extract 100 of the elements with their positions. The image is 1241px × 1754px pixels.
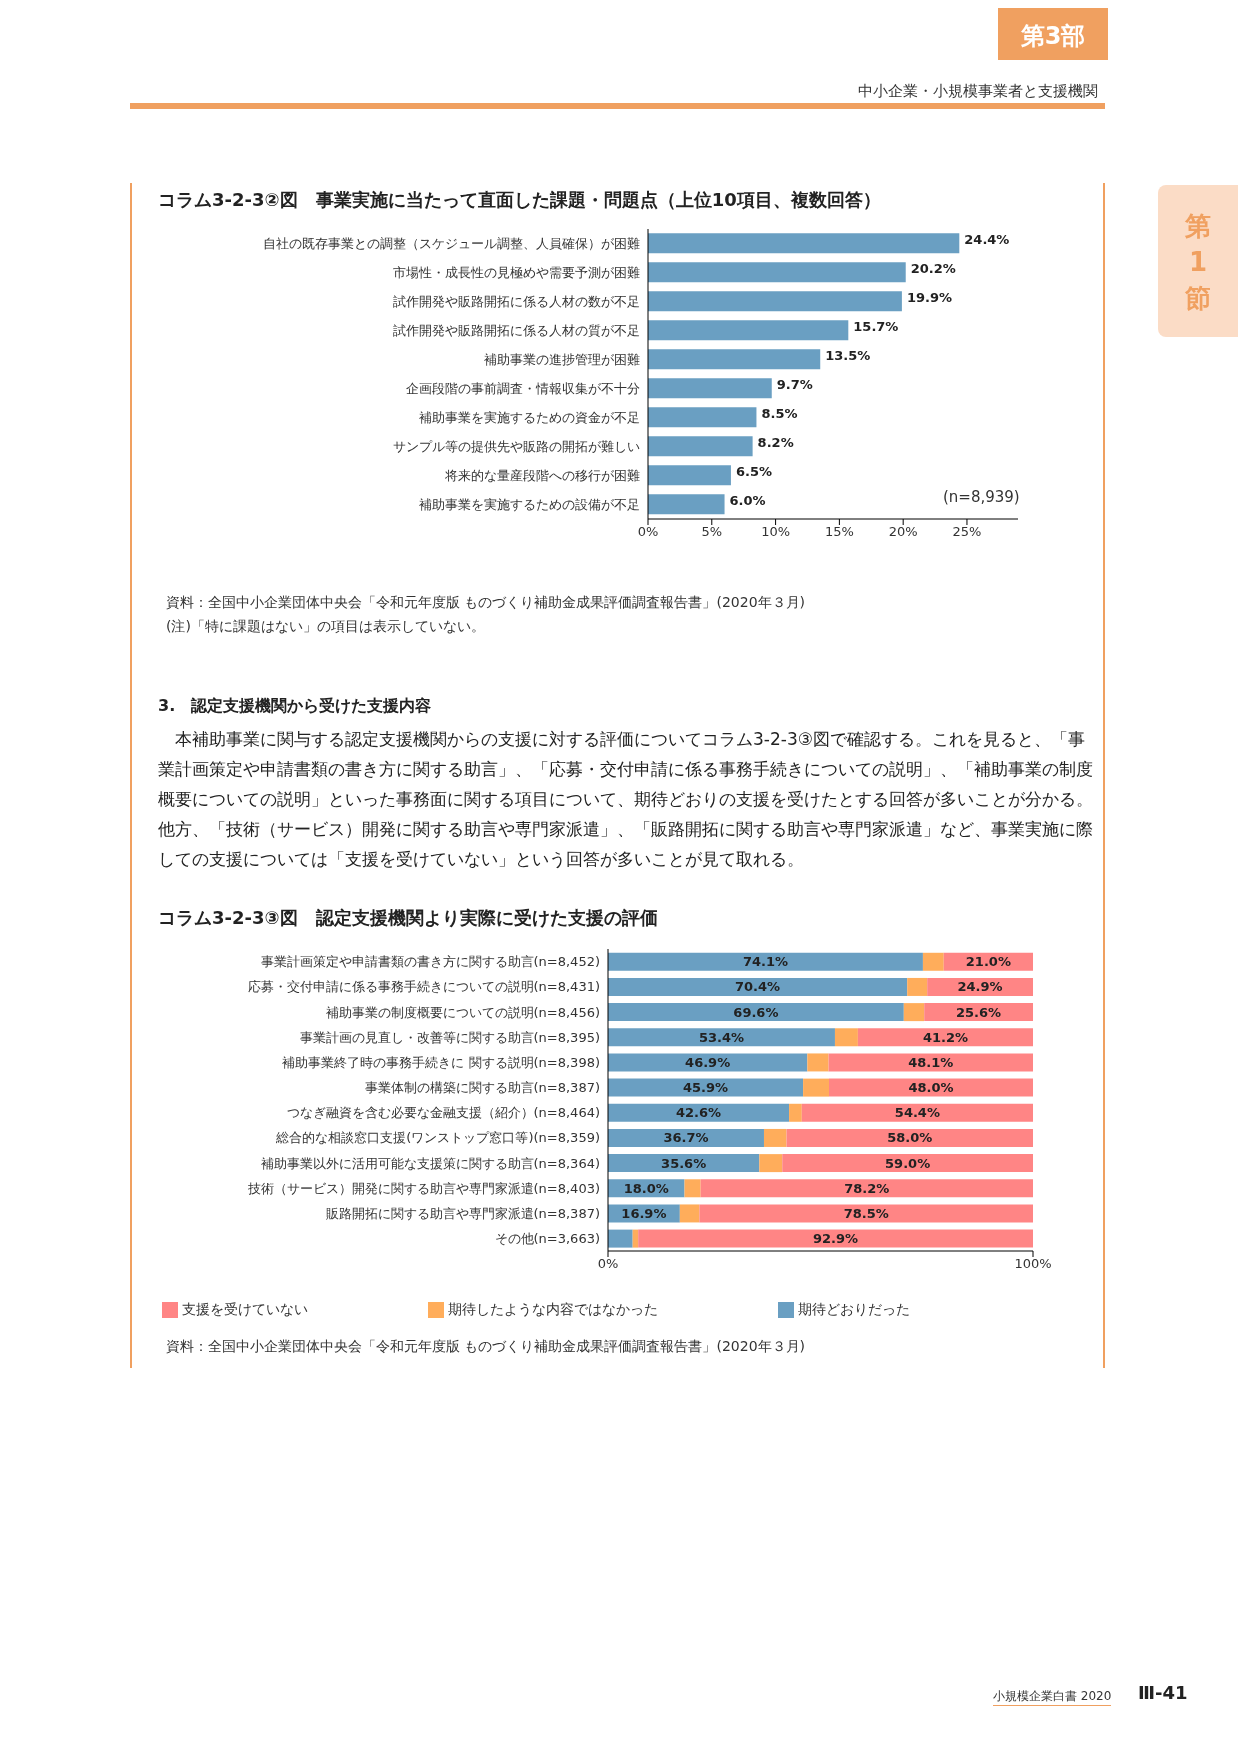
data-label: 41.2% (922, 1029, 968, 1045)
y-tick-label: 販路開拓に関する助言や専門家派遣(n=8,387) (325, 1205, 600, 1221)
y-tick-label: 補助事業を実施するための資金が不足 (419, 410, 640, 426)
bar (834, 1028, 858, 1047)
bar (648, 320, 849, 341)
bar (648, 262, 906, 283)
data-label: 42.6% (675, 1105, 722, 1121)
y-tick-label: 自社の既存事業との調整（スケジュール調整、人員確保）が困難 (263, 236, 640, 252)
data-label: 74.1% (742, 954, 789, 970)
data-label: 78.2% (844, 1180, 890, 1196)
text: 第1節 (1184, 210, 1212, 315)
data-label: 16.9% (621, 1205, 667, 1221)
bar (829, 1078, 1033, 1097)
y-tick-label: 企画段階の事前調査・情報収集が不十分 (406, 381, 640, 397)
y-tick-label: 補助事業の制度概要についての説明(n=8,456) (325, 1004, 600, 1020)
bar (608, 1053, 808, 1072)
y-tick-label: その他(n=3,663) (494, 1231, 600, 1247)
x-tick-label: 100% (1014, 1256, 1052, 1272)
bar (759, 1154, 783, 1173)
text: 資料：全国中小企業団体中央会「令和元年度版 ものづくり補助金成果評価調査報告書」(2020年３月) (166, 594, 806, 612)
bar (857, 1028, 1033, 1047)
data-label: 13.5% (825, 347, 871, 363)
bar (608, 1078, 804, 1097)
x-tick-label: 25% (952, 524, 982, 540)
bar (782, 1154, 1033, 1173)
x-tick-label: 20% (888, 524, 918, 540)
bar (608, 1128, 764, 1147)
bar (699, 1204, 1033, 1223)
y-tick-label: 補助事業以外に活用可能な支援策に関する助言(n=8,364) (260, 1155, 600, 1171)
bar (828, 1053, 1033, 1072)
data-label: 69.6% (733, 1004, 779, 1020)
x-tick-label: 10% (761, 524, 791, 540)
data-label: 8.5% (761, 405, 798, 421)
text: (注)「特に課題はない」の項目は表示していない。 (166, 618, 486, 636)
text: 3. 認定支援機関から受けた支援内容 (158, 696, 432, 717)
text: 中小企業・小規模事業者と支援機関 (858, 82, 1098, 101)
data-label: 15.7% (853, 318, 899, 334)
data-label: 58.0% (887, 1130, 933, 1146)
data-label: 53.4% (698, 1029, 745, 1045)
y-tick-label: 試作開発や販路開拓に係る人材の質が不足 (393, 323, 640, 339)
x-tick-label: 0% (637, 524, 659, 540)
text: 第3部 (1019, 21, 1087, 52)
data-label: 48.1% (908, 1054, 954, 1070)
bar (648, 494, 725, 515)
bar (922, 952, 944, 971)
annotation: (n=8,939) (943, 488, 1020, 506)
y-tick-label: つなぎ融資を含む必要な金融支援（紹介）(n=8,464) (286, 1105, 600, 1121)
data-label: 6.5% (735, 463, 772, 479)
bar (786, 1128, 1033, 1147)
y-tick-label: 技術（サービス）開発に関する助言や専門家派遣(n=8,403) (246, 1180, 600, 1196)
bar (608, 1154, 760, 1173)
y-tick-label: 事業体制の構築に関する助言(n=8,387) (364, 1080, 600, 1096)
data-label: 92.9% (813, 1231, 859, 1247)
data-label: 20.2% (910, 260, 956, 276)
bar (632, 1229, 639, 1248)
bar (648, 349, 821, 370)
data-label: 8.2% (757, 434, 794, 450)
bar (801, 1103, 1033, 1122)
bar (608, 1103, 790, 1122)
bar (608, 1003, 904, 1022)
data-label: 35.6% (661, 1155, 707, 1171)
bar (907, 977, 928, 996)
bar (608, 952, 923, 971)
data-label: 36.7% (663, 1130, 709, 1146)
y-tick-label: サンプル等の提供先や販路の開拓が難しい (393, 439, 640, 455)
x-tick-label: 0% (597, 1256, 619, 1272)
bar (803, 1078, 829, 1097)
text: コラム3-2-3③図 認定支援機関より実際に受けた支援の評価 (158, 906, 659, 930)
bar (679, 1204, 700, 1223)
bar (807, 1053, 829, 1072)
legend-label: 期待どおりだった (797, 1301, 910, 1317)
text: 小規模企業白書 2020 (993, 1688, 1112, 1706)
bar (648, 378, 772, 399)
data-label: 18.0% (623, 1180, 669, 1196)
y-tick-label: 市場性・成長性の見極めや需要予測が困難 (393, 265, 640, 281)
bar (608, 1229, 633, 1248)
bar (648, 233, 960, 254)
bar (648, 465, 731, 486)
bar (608, 977, 908, 996)
y-tick-label: 試作開発や販路開拓に係る人材の数が不足 (393, 294, 640, 310)
y-tick-label: 総合的な相談窓口支援(ワンストップ窓口等)(n=8,359) (275, 1130, 600, 1146)
y-tick-label: 将来的な量産段階への移行が困難 (444, 468, 640, 484)
data-label: 48.0% (908, 1080, 954, 1096)
bar (789, 1103, 802, 1122)
y-tick-label: 事業計画の見直し・改善等に関する助言(n=8,395) (299, 1029, 600, 1045)
bar (648, 291, 902, 312)
data-label: 59.0% (885, 1155, 931, 1171)
x-tick-label: 15% (824, 524, 854, 540)
bar (638, 1229, 1033, 1248)
text: Ⅲ-41 (1138, 1682, 1188, 1703)
bar (608, 1028, 835, 1047)
bar (684, 1179, 701, 1198)
bar (903, 1003, 925, 1022)
legend-label: 支援を受けていない (181, 1301, 308, 1317)
bar (700, 1179, 1033, 1198)
data-label: 46.9% (685, 1054, 731, 1070)
chart-title: コラム3-2-3②図 事業実施に当たって直面した課題・問題点（上位10項目、複数回答） (158, 188, 882, 212)
data-label: 70.4% (735, 979, 781, 995)
data-label: 6.0% (729, 492, 766, 508)
y-tick-label: 補助事業終了時の事務手続きに 関する説明(n=8,398) (282, 1054, 600, 1070)
